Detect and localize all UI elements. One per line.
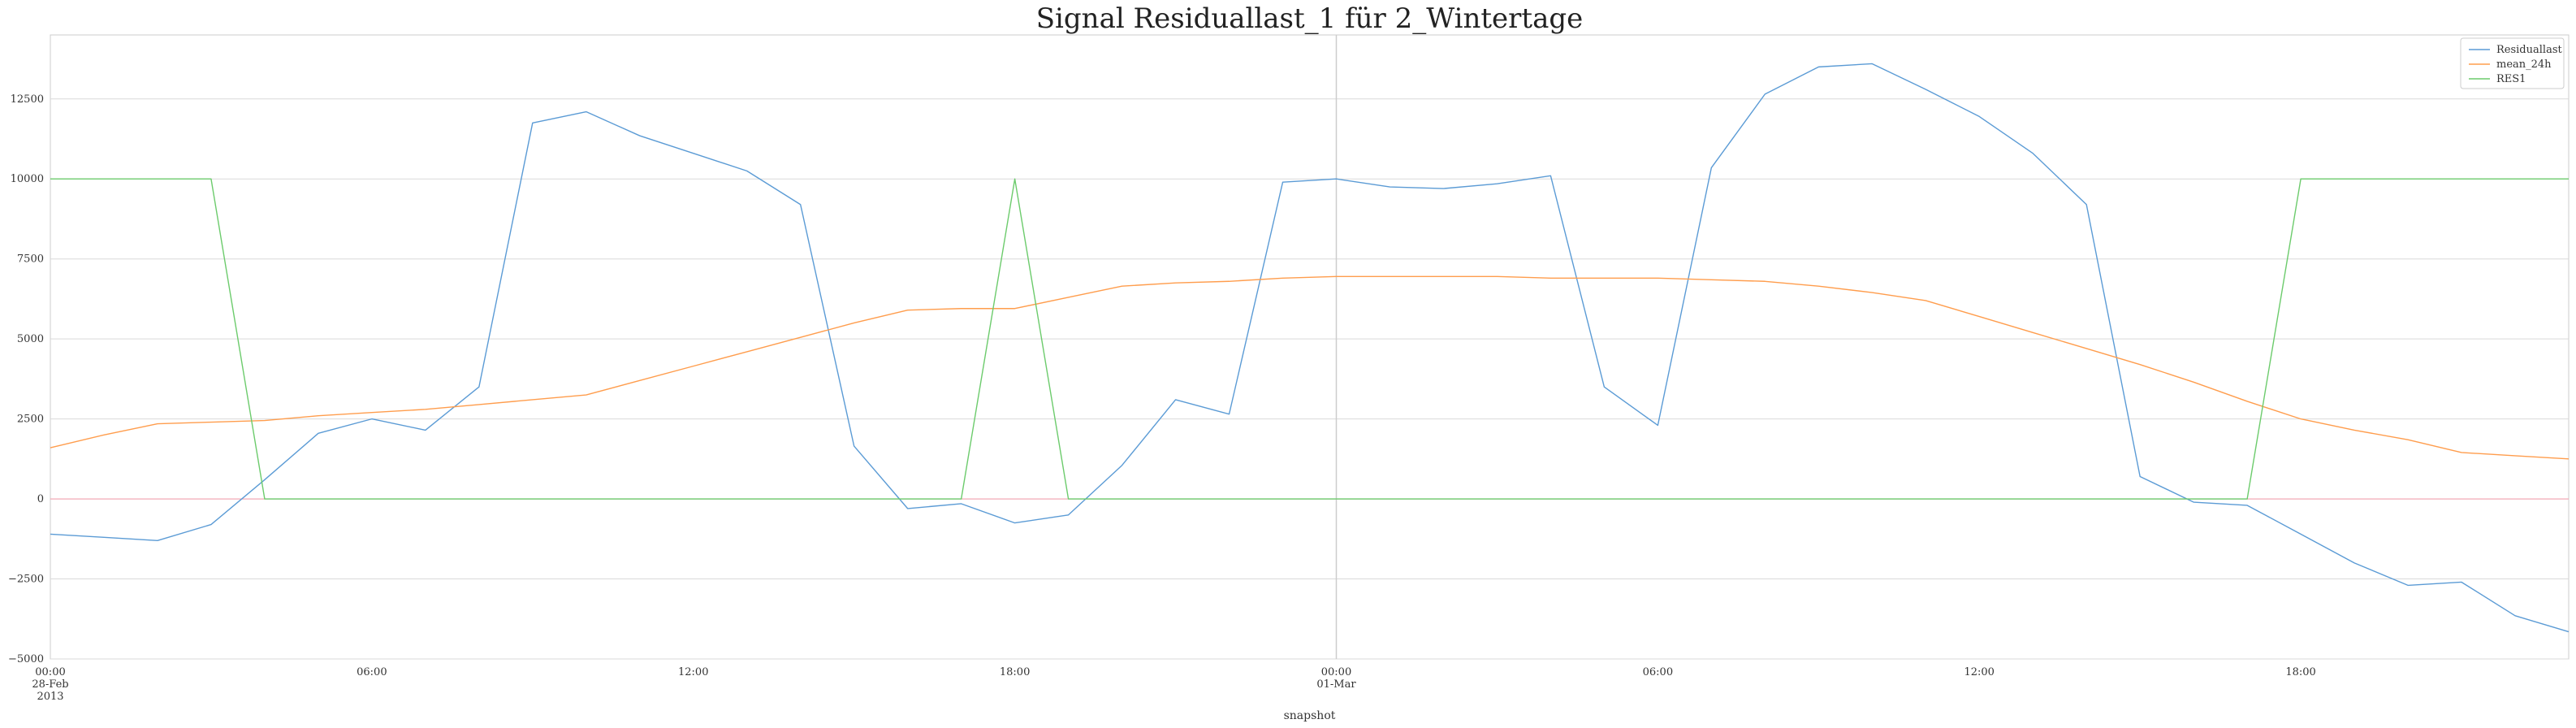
y-tick-label: −2500	[8, 574, 44, 586]
y-tick-label: 7500	[17, 254, 44, 266]
plot-area	[50, 34, 2570, 660]
x-tick-label: 12:00	[678, 666, 708, 678]
x-axis-ticks: 00:00 28-Feb 2013 06:00 12:00 18:00 00:00 01-Ma…	[32, 666, 2315, 703]
legend-label: mean_24h	[2496, 58, 2552, 71]
y-tick-label: 0	[37, 493, 44, 505]
y-tick-label: 2500	[17, 414, 44, 426]
chart-title: Signal Residuallast_1 für 2_Wintertage	[1036, 2, 1583, 35]
series-lines	[50, 63, 2570, 633]
y-tick-label: −5000	[8, 653, 44, 665]
y-tick-label: 10000	[11, 173, 44, 185]
x-tick-label: 12:00	[1964, 666, 1994, 678]
plot-background	[50, 34, 2570, 660]
legend-label: Residuallast	[2496, 44, 2562, 56]
x-tick-label: 00:00 28-Feb 2013	[32, 666, 68, 703]
series-line-mean-24h	[50, 275, 2570, 460]
x-axis-label: snapshot	[1284, 709, 1336, 722]
legend-box	[2460, 37, 2565, 89]
x-tick-label: 00:00 01-Mar	[1316, 666, 1356, 691]
series-line-res1	[50, 178, 2569, 500]
x-tick-label: 18:00	[1000, 666, 1030, 678]
x-tick-label: 06:00	[357, 666, 387, 678]
y-axis-ticks: −5000 −2500 0 2500 5000 7500 10000 12500	[8, 93, 44, 665]
y-tick-label: 12500	[11, 93, 44, 106]
y-tick-label: 5000	[17, 333, 44, 345]
legend-label: RES1	[2496, 73, 2526, 85]
x-tick-label: 18:00	[2285, 666, 2315, 678]
series-line-residuallast	[50, 63, 2570, 633]
x-tick-label: 06:00	[1643, 666, 1673, 678]
legend: Residuallast mean_24h RES1	[2460, 37, 2565, 89]
